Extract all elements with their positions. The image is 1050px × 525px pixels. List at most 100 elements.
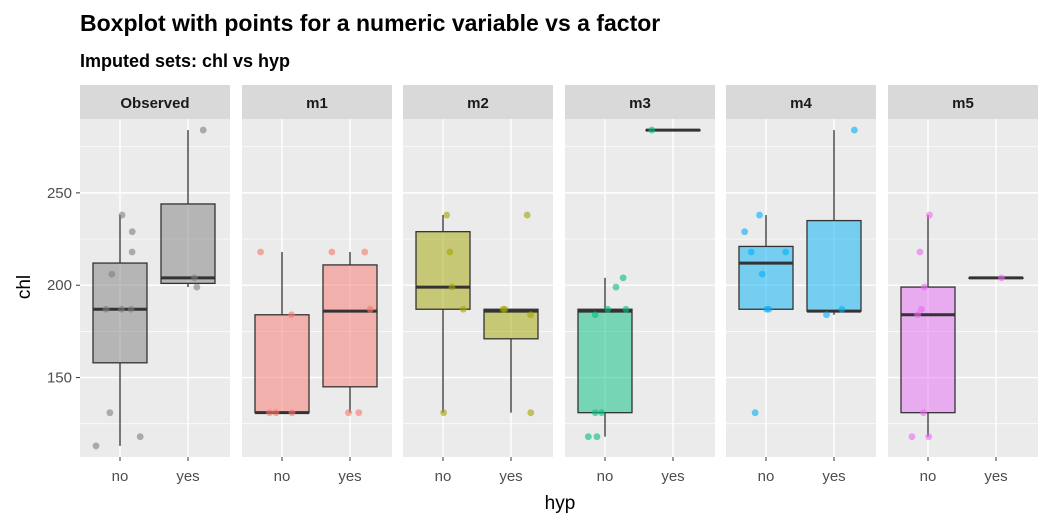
x-tick-label: no (274, 468, 291, 485)
data-point (136, 433, 144, 441)
panel-m5: m5 no yes (888, 85, 1038, 485)
data-point (751, 409, 759, 417)
strip-label: Observed (120, 95, 189, 112)
data-point (459, 305, 467, 313)
x-axis-label: hyp (545, 493, 576, 514)
x-tick-label: yes (499, 468, 522, 485)
box-no (900, 286, 956, 414)
box-no (92, 262, 148, 364)
data-point (756, 211, 763, 219)
data-point (591, 409, 599, 417)
data-point (345, 409, 352, 417)
data-point (593, 433, 601, 441)
data-point (604, 305, 612, 313)
data-point (920, 283, 928, 291)
strip-label: m5 (952, 95, 974, 112)
data-point (266, 409, 274, 417)
strip-background (242, 85, 392, 119)
x-tick-label: no (758, 468, 775, 485)
x-tick-label: yes (984, 468, 1007, 485)
data-point (598, 409, 605, 417)
x-tick-label: no (435, 468, 452, 485)
data-point (499, 305, 507, 313)
box-no (415, 231, 471, 310)
strip-background (888, 85, 1038, 119)
data-point (118, 211, 126, 219)
strip-background (80, 85, 230, 119)
data-point (763, 305, 770, 313)
data-point (355, 409, 363, 417)
x-tick-label: yes (822, 468, 845, 485)
y-axis-label: chl (14, 275, 35, 299)
data-point (926, 211, 933, 219)
data-point (527, 409, 535, 417)
y-tick-label: 200 (47, 277, 72, 294)
y-tick-label: 150 (47, 370, 72, 387)
data-point (741, 228, 749, 236)
box-yes (806, 219, 862, 312)
data-point (591, 311, 599, 319)
data-point (128, 248, 136, 256)
data-point (272, 409, 280, 417)
data-point (446, 248, 454, 256)
data-point (106, 409, 114, 417)
x-tick-label: yes (661, 468, 684, 485)
data-point (622, 305, 630, 313)
data-point (838, 305, 846, 313)
y-axis: 150 200 250 (47, 185, 80, 387)
data-point (914, 311, 922, 319)
data-point (443, 211, 451, 219)
data-point (584, 433, 592, 441)
x-tick-label: no (597, 468, 614, 485)
facet-panels: Observed no yes m1 no yes m2 no yes m3 no yes m4 no ye… (80, 85, 1038, 485)
data-point (102, 305, 110, 313)
data-point (288, 409, 296, 417)
data-point (361, 248, 369, 256)
data-point (191, 274, 198, 282)
box-no (577, 308, 633, 414)
data-point (366, 305, 374, 313)
box-no (738, 245, 794, 310)
strip-label: m4 (790, 95, 812, 112)
panel-observed: Observed no yes (80, 85, 230, 485)
data-point (908, 433, 916, 441)
data-point (925, 433, 933, 441)
data-point (782, 248, 790, 256)
data-point (118, 305, 125, 313)
x-tick-label: yes (176, 468, 199, 485)
data-point (288, 311, 295, 319)
chart-subtitle: Imputed sets: chl vs hyp (80, 51, 290, 71)
panel-m3: m3 no yes (565, 85, 715, 485)
data-point (199, 126, 207, 134)
data-point (440, 409, 448, 417)
box-yes (322, 264, 378, 388)
data-point (257, 248, 264, 256)
data-point (92, 442, 100, 450)
strip-background (726, 85, 876, 119)
data-point (747, 248, 755, 256)
data-point (127, 305, 135, 313)
x-tick-label: no (112, 468, 129, 485)
data-point (823, 311, 830, 319)
data-point (448, 283, 456, 291)
data-point (648, 126, 656, 134)
data-point (916, 248, 924, 256)
panel-m1: m1 no yes (242, 85, 392, 485)
strip-background (565, 85, 715, 119)
data-point (918, 305, 925, 313)
strip-label: m2 (467, 95, 489, 112)
data-point (920, 409, 927, 417)
data-point (108, 270, 116, 278)
data-point (527, 311, 534, 319)
data-point (193, 283, 201, 291)
x-tick-label: no (920, 468, 937, 485)
y-tick-label: 250 (47, 185, 72, 202)
strip-background (403, 85, 553, 119)
data-point (998, 274, 1005, 282)
x-tick-label: yes (338, 468, 361, 485)
strip-label: m3 (629, 95, 651, 112)
strip-label: m1 (306, 95, 328, 112)
box-no (254, 314, 310, 414)
chart-title: Boxplot with points for a numeric variab… (80, 10, 660, 36)
